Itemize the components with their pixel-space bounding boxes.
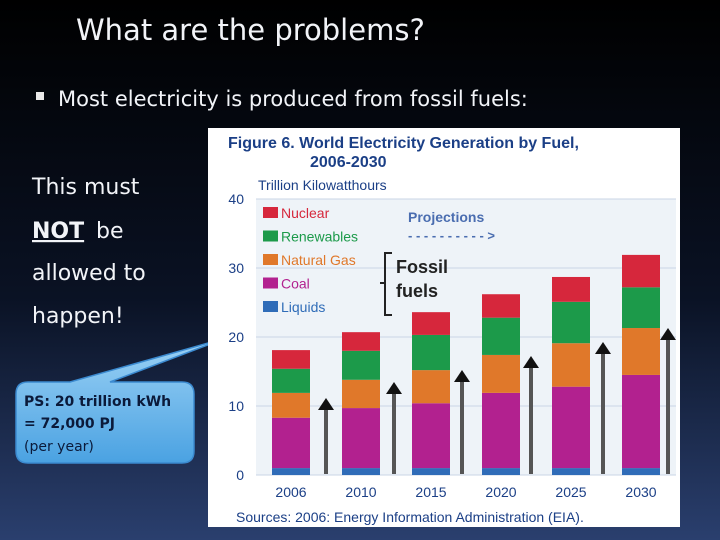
annotation: Fossil [396,257,448,277]
bar-segment [552,386,590,469]
source-note: Sources: 2006: Energy Information Admini… [236,509,584,525]
chart-title: Figure 6. World Electricity Generation b… [228,135,579,152]
bar-segment [412,468,450,475]
legend-swatch [263,207,278,218]
arrow-head [318,398,334,410]
side-text: allowed to [32,261,146,286]
callout-text: = 72,000 PJ [24,416,115,432]
arrow-head [660,328,676,340]
bar-segment [552,343,590,387]
side-text: This must [31,175,140,200]
x-tick-label: 2025 [555,484,586,500]
bullet-marker [36,92,44,100]
bar-segment [482,354,520,393]
bar-segment [622,287,660,329]
y-tick-label: 30 [228,260,244,276]
x-tick-label: 2030 [625,484,656,500]
legend-swatch [263,254,278,265]
bar-segment [272,350,310,369]
annotation: - - - - - - - - - - > [408,228,495,243]
callout-shape [15,337,227,464]
bar-segment [552,301,590,344]
side-text-emphasis: NOT [32,219,84,244]
bar-segment [272,392,310,418]
legend-label: Nuclear [281,205,330,221]
x-tick-label: 2020 [485,484,516,500]
chart-title: 2006-2030 [310,154,387,171]
bar-segment [482,468,520,475]
bar-segment [342,468,380,475]
side-text: be [96,219,124,244]
annotation: fuels [396,281,438,301]
bar-segment [342,379,380,409]
annotation: Projections [408,209,484,225]
bar-segment [342,408,380,469]
x-tick-label: 2010 [345,484,376,500]
y-tick-label: 10 [228,398,244,414]
callout-text: (per year) [24,439,94,455]
bar-segment [622,468,660,475]
bar-segment [552,468,590,475]
bar-segment [482,294,520,318]
bar-segment [622,254,660,288]
bullet-text: Most electricity is produced from fossil… [58,87,528,111]
bar-segment [412,312,450,335]
side-text: happen! [32,304,124,329]
bar-segment [482,317,520,355]
legend-swatch [263,277,278,289]
y-axis-label: Trillion Kilowatthours [258,177,387,193]
y-tick-label: 40 [228,191,244,207]
bar-segment [482,392,520,469]
legend-swatch [263,230,278,242]
bar-segment [342,350,380,380]
arrow-head [386,382,402,394]
bar-segment [552,276,590,302]
bar-segment [622,328,660,375]
bar-segment [412,334,450,371]
y-tick-label: 0 [236,467,244,483]
legend-label: Renewables [281,229,358,245]
callout-text: PS: 20 trillion kWh [24,394,171,410]
bar-segment [342,332,380,351]
bar-segment [622,374,660,469]
legend-label: Coal [281,276,310,292]
arrow-head [454,370,470,382]
bar-segment [412,403,450,469]
bar-segment [272,417,310,469]
y-tick-label: 20 [228,329,244,345]
arrows [318,328,676,474]
arrow-head [523,356,539,368]
bracket [380,252,392,316]
legend-label: Natural Gas [281,252,356,268]
bar-segment [272,368,310,393]
bar-segment [272,468,310,475]
legend-swatch [263,301,278,312]
bar-segment [412,370,450,404]
slide-title: What are the problems? [76,13,425,47]
x-tick-label: 2006 [275,484,306,500]
arrow-head [595,342,611,354]
legend-label: Liquids [281,299,325,315]
x-tick-label: 2015 [415,484,446,500]
